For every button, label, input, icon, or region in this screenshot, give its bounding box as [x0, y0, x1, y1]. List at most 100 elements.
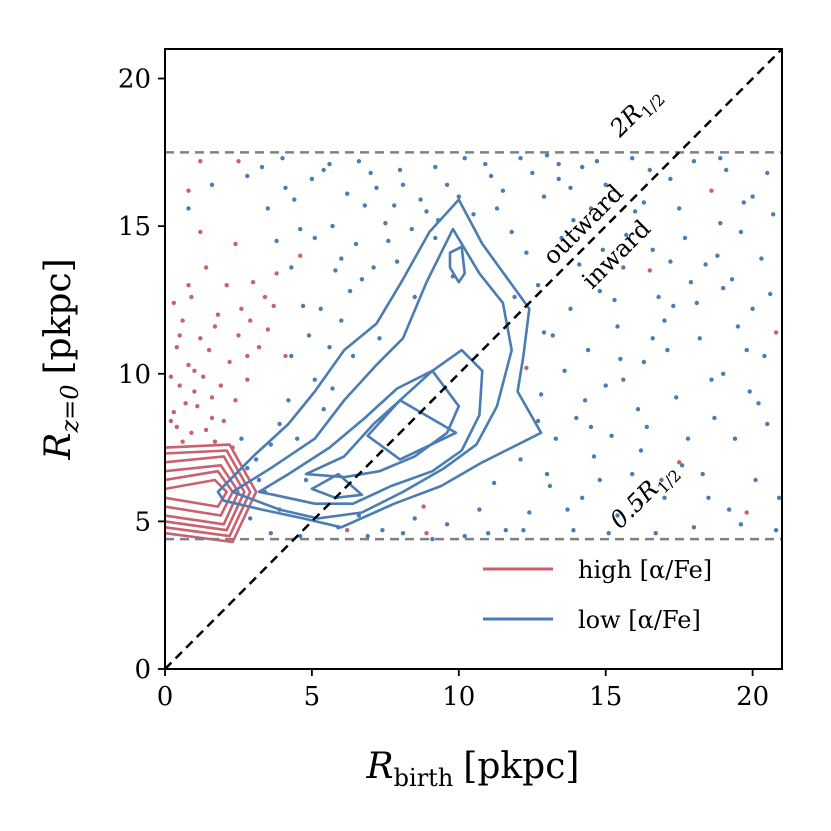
high-alpha-point-58: [192, 368, 197, 373]
high-alpha-point-59: [209, 395, 215, 400]
low-alpha-point-25: [641, 200, 647, 205]
high-alpha-point-8: [177, 383, 182, 388]
high-alpha-point-44: [773, 330, 779, 335]
high-alpha-point-37: [298, 253, 303, 258]
low-alpha-point-103: [412, 294, 417, 300]
contour-layer: [165, 198, 543, 544]
low-alpha-point-9: [345, 191, 350, 196]
low-alpha-point-85: [409, 226, 414, 232]
high-alpha-point-38: [198, 229, 203, 235]
low-alpha-point-11: [353, 241, 359, 247]
scatter-layer: [168, 153, 782, 542]
high-alpha-point-23: [224, 283, 229, 288]
low-alpha-point-2: [259, 164, 265, 170]
low-alpha-point-105: [512, 294, 517, 300]
low-alpha-point-89: [509, 229, 514, 235]
low-alpha-point-16: [433, 164, 438, 170]
low-alpha-point-55: [700, 471, 705, 477]
low-alpha-point-159: [277, 421, 282, 427]
low-contours-contour-5: [310, 472, 364, 500]
high-alpha-point-47: [424, 531, 429, 536]
low-alpha-point-5: [274, 238, 279, 244]
low-alpha-point-172: [521, 528, 526, 533]
low-alpha-point-51: [553, 436, 558, 441]
low-alpha-point-138: [621, 377, 626, 382]
low-alpha-point-175: [588, 424, 594, 430]
low-alpha-point-18: [488, 173, 494, 179]
low-alpha-point-78: [339, 318, 344, 323]
high-alpha-point-29: [256, 345, 262, 350]
low-alpha-point-189: [265, 206, 270, 211]
low-alpha-point-80: [289, 353, 294, 359]
low-alpha-point-155: [397, 167, 403, 173]
high-alpha-point-16: [189, 430, 194, 435]
low-alpha-point-144: [738, 522, 744, 527]
low-alpha-point-127: [383, 221, 388, 226]
high-alpha-point-39: [233, 241, 238, 247]
low-alpha-point-193: [330, 386, 335, 391]
low-alpha-point-12: [368, 170, 373, 176]
high-alpha-point-33: [212, 439, 218, 444]
low-alpha-point-101: [321, 407, 326, 412]
low-alpha-point-33: [650, 247, 655, 252]
high-alpha-point-25: [186, 283, 191, 288]
high-alpha-point-56: [212, 324, 218, 329]
low-alpha-point-14: [400, 182, 406, 187]
low-alpha-point-165: [650, 336, 655, 341]
low-alpha-point-32: [682, 235, 688, 241]
low-alpha-point-98: [256, 477, 262, 483]
low-alpha-point-154: [456, 194, 461, 199]
high-alpha-point-10: [201, 374, 206, 379]
legend: high [α/Fe] low [α/Fe]: [483, 556, 712, 634]
low-alpha-point-41: [662, 318, 667, 323]
low-contours-contour-4: [366, 399, 458, 461]
low-alpha-point-141: [571, 528, 576, 533]
low-alpha-point-135: [715, 253, 720, 258]
y-tick-label-0: 0: [134, 655, 151, 685]
low-alpha-point-134: [688, 280, 694, 285]
y-axis-label: Rz=0[pkpc]: [38, 258, 84, 460]
low-alpha-point-116: [656, 294, 661, 300]
low-alpha-point-74: [253, 457, 259, 462]
high-alpha-point-7: [168, 374, 174, 379]
low-alpha-point-169: [679, 463, 685, 468]
x-axis-label: Rbirth [pkpc]: [366, 746, 580, 792]
low-alpha-point-87: [471, 212, 476, 217]
low-alpha-point-133: [632, 209, 638, 214]
low-alpha-point-88: [494, 206, 500, 211]
low-alpha-point-66: [503, 528, 508, 533]
high-alpha-point-15: [174, 424, 179, 430]
low-alpha-point-47: [674, 395, 679, 400]
high-alpha-point-45: [345, 528, 350, 533]
low-alpha-point-1: [209, 182, 215, 187]
low-alpha-point-176: [671, 303, 676, 309]
high-outer-contour-5: [165, 478, 228, 508]
high-alpha-point-22: [239, 306, 244, 311]
low-alpha-point-108: [609, 433, 614, 438]
low-alpha-point-23: [603, 182, 608, 187]
low-alpha-point-140: [565, 507, 570, 512]
low-alpha-point-197: [721, 285, 726, 291]
low-alpha-point-123: [500, 188, 506, 193]
low-alpha-point-196: [750, 306, 755, 311]
low-alpha-point-93: [538, 392, 544, 397]
x-tick-label-10: 10: [442, 682, 475, 712]
low-alpha-point-180: [718, 156, 723, 161]
low-contours-contour-1: [231, 227, 513, 520]
low-alpha-point-92: [541, 330, 547, 335]
low-alpha-point-124: [483, 161, 488, 167]
x-tick-label-20: 20: [736, 682, 769, 712]
low-alpha-point-22: [580, 164, 585, 170]
high-alpha-point-40: [186, 188, 191, 193]
low-alpha-point-73: [248, 516, 253, 521]
high-alpha-point-4: [174, 345, 179, 350]
low-alpha-point-157: [312, 235, 317, 241]
low-alpha-point-53: [630, 471, 635, 477]
low-alpha-point-139: [597, 477, 602, 483]
high-alpha-point-0: [171, 300, 176, 306]
low-alpha-point-174: [544, 471, 550, 477]
low-alpha-point-115: [697, 336, 702, 341]
low-alpha-point-100: [303, 477, 309, 483]
high-alpha-point-3: [198, 336, 203, 341]
